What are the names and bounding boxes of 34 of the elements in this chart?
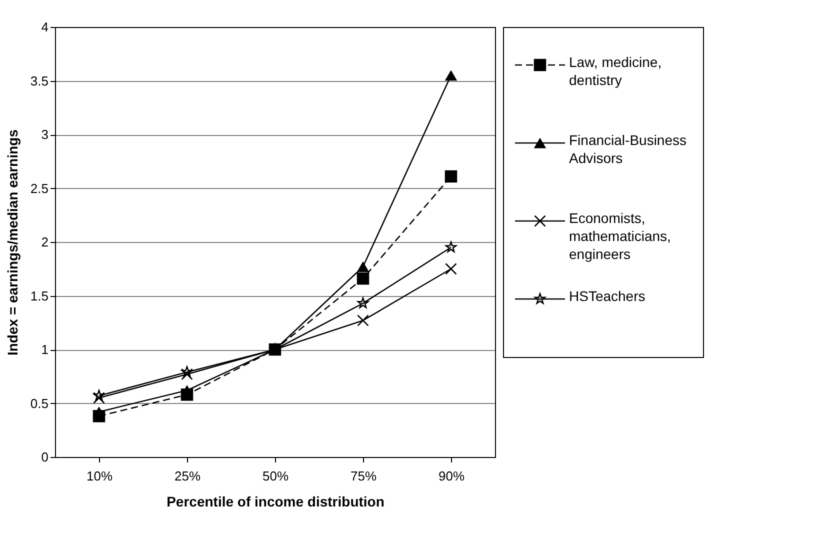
x-tick-label: 25% xyxy=(174,468,201,484)
legend-label: Financial-Business Advisors xyxy=(569,132,686,166)
y-tick-label: 3 xyxy=(41,127,48,142)
y-tick-label: 0 xyxy=(41,450,48,464)
y-tick-label: 0.5 xyxy=(30,396,48,411)
point xyxy=(181,366,193,377)
x-tick-label: 90% xyxy=(438,468,465,484)
legend-label: HSTeachers xyxy=(569,288,646,304)
y-tick-label: 3.5 xyxy=(30,73,48,88)
point xyxy=(92,406,106,418)
legend-label: Law, medicine, dentistry xyxy=(569,54,662,88)
x-axis-title: Percentile of income distribution xyxy=(166,494,384,510)
y-tick-label: 2.5 xyxy=(30,180,48,196)
y-tick-label: 1.5 xyxy=(30,288,48,304)
point xyxy=(93,392,105,404)
point xyxy=(93,390,105,401)
point xyxy=(356,272,370,285)
point xyxy=(444,170,458,183)
x-tick-label: 50% xyxy=(262,468,289,484)
point xyxy=(357,297,369,308)
y-axis-title: Index = earnings/median earnings xyxy=(4,129,20,356)
point xyxy=(357,314,369,326)
y-tick-label: 2 xyxy=(41,234,48,250)
y-tick-label: 1 xyxy=(41,342,48,357)
y-tick-label: 4 xyxy=(41,20,48,34)
point xyxy=(445,262,457,275)
x-tick-label: 10% xyxy=(86,468,113,484)
legend-label: Economists, mathematicians, engineers xyxy=(569,210,671,262)
point xyxy=(444,70,458,81)
point xyxy=(180,385,194,396)
point xyxy=(445,241,457,252)
x-tick-label: 75% xyxy=(350,468,377,484)
point xyxy=(181,368,193,380)
point xyxy=(356,261,370,272)
